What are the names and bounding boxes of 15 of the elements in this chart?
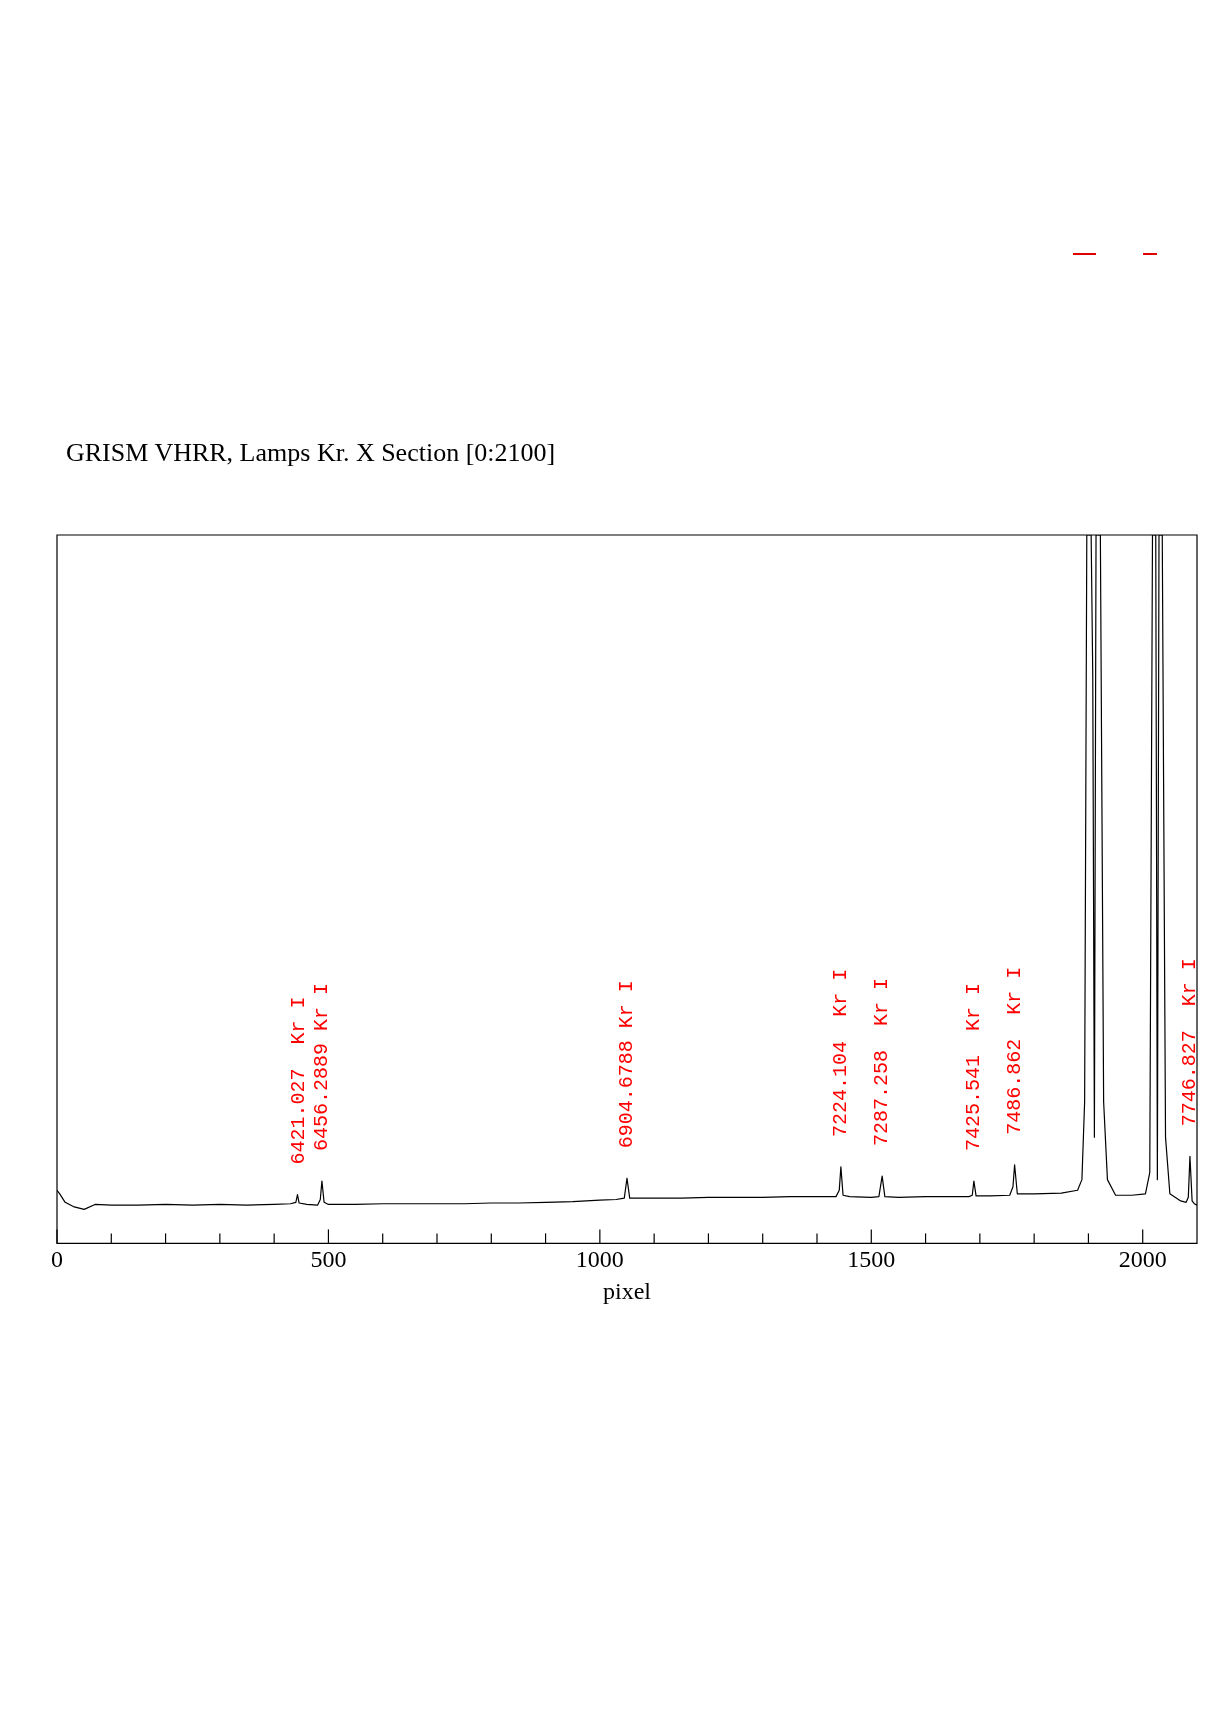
annotation: 6904.6788 Kr I xyxy=(615,980,639,1149)
x-tick-label: 500 xyxy=(310,1246,347,1273)
x-tick-label: 0 xyxy=(51,1246,63,1273)
x-tick-label: 2000 xyxy=(1118,1246,1167,1273)
annotation: 7287.258 Kr I xyxy=(870,978,894,1147)
chart-title: GRISM VHRR, Lamps Kr. X Section [0:2100] xyxy=(66,438,556,468)
annotation: 6421.027 Kr I xyxy=(287,996,311,1165)
x-tick-label: 1500 xyxy=(847,1246,896,1273)
x-axis-title: pixel xyxy=(603,1277,652,1304)
annotation: 7224.104 Kr I xyxy=(829,968,853,1137)
annotation: 6456.2889 Kr I xyxy=(310,983,334,1152)
annotation: 7425.541 Kr I xyxy=(962,983,986,1152)
annotation: 7746.827 Kr I xyxy=(1178,958,1202,1127)
annotation: 7486.862 Kr I xyxy=(1002,966,1026,1135)
x-tick-label: 1000 xyxy=(575,1246,624,1273)
